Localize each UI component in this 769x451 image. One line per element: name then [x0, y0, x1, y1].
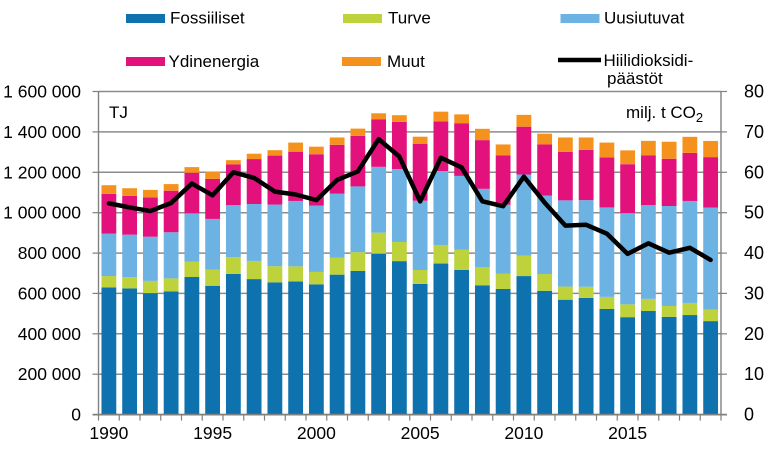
- svg-text:0: 0: [744, 405, 754, 425]
- svg-text:Uusiutuvat: Uusiutuvat: [604, 9, 685, 28]
- svg-text:Muut: Muut: [387, 52, 425, 71]
- svg-text:TJ: TJ: [109, 103, 128, 122]
- svg-text:10: 10: [744, 364, 764, 384]
- svg-text:1995: 1995: [193, 423, 232, 443]
- svg-text:1 400 000: 1 400 000: [3, 122, 81, 142]
- svg-text:1 200 000: 1 200 000: [3, 162, 81, 182]
- svg-text:60: 60: [744, 162, 764, 182]
- svg-text:1990: 1990: [89, 423, 128, 443]
- svg-text:200 000: 200 000: [18, 364, 82, 384]
- svg-text:2015: 2015: [608, 423, 647, 443]
- svg-text:400 000: 400 000: [18, 324, 82, 344]
- svg-text:80: 80: [744, 82, 764, 102]
- svg-text:800 000: 800 000: [18, 243, 82, 263]
- svg-text:20: 20: [744, 324, 764, 344]
- svg-text:70: 70: [744, 122, 764, 142]
- svg-text:1 000 000: 1 000 000: [3, 203, 81, 223]
- svg-text:2000: 2000: [297, 423, 336, 443]
- svg-text:50: 50: [744, 203, 764, 223]
- svg-text:Ydinenergia: Ydinenergia: [169, 52, 260, 71]
- svg-text:30: 30: [744, 283, 764, 303]
- svg-text:2010: 2010: [504, 423, 543, 443]
- svg-text:Turve: Turve: [388, 9, 431, 28]
- svg-text:Hiilidioksidi-: Hiilidioksidi-: [604, 51, 694, 70]
- svg-text:1 600 000: 1 600 000: [3, 82, 81, 102]
- svg-text:600 000: 600 000: [18, 283, 82, 303]
- svg-text:0: 0: [71, 405, 81, 425]
- svg-text:milj. t CO2: milj. t CO2: [626, 103, 703, 125]
- svg-text:Fossiiliset: Fossiiliset: [170, 9, 245, 28]
- svg-text:40: 40: [744, 243, 764, 263]
- svg-text:2005: 2005: [401, 423, 440, 443]
- svg-text:päästöt: päästöt: [607, 69, 663, 88]
